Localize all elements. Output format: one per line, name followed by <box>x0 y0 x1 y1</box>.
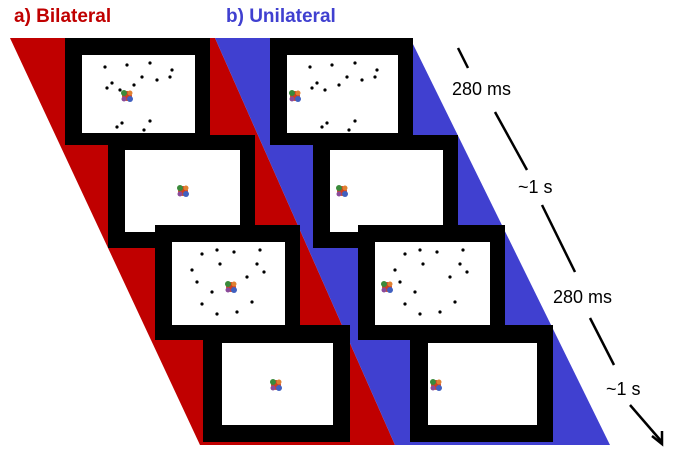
fixation <box>225 281 237 293</box>
fixation <box>121 90 133 102</box>
timeline-label: 280 ms <box>553 287 612 307</box>
timeline-label: ~1 s <box>518 177 553 197</box>
fixation <box>270 379 282 391</box>
unilateral-frames <box>270 38 553 442</box>
fixation <box>177 185 189 197</box>
fixation <box>381 281 393 293</box>
fixation <box>336 185 348 197</box>
title-unilateral: b) Unilateral <box>226 6 336 27</box>
timeline-label: 280 ms <box>452 79 511 99</box>
timeline-arrow <box>456 47 664 447</box>
fixation <box>289 90 301 102</box>
title-bilateral: a) Bilateral <box>14 6 111 27</box>
fixation <box>430 379 442 391</box>
timeline-label: ~1 s <box>606 379 641 399</box>
bilateral-frames <box>65 38 350 442</box>
